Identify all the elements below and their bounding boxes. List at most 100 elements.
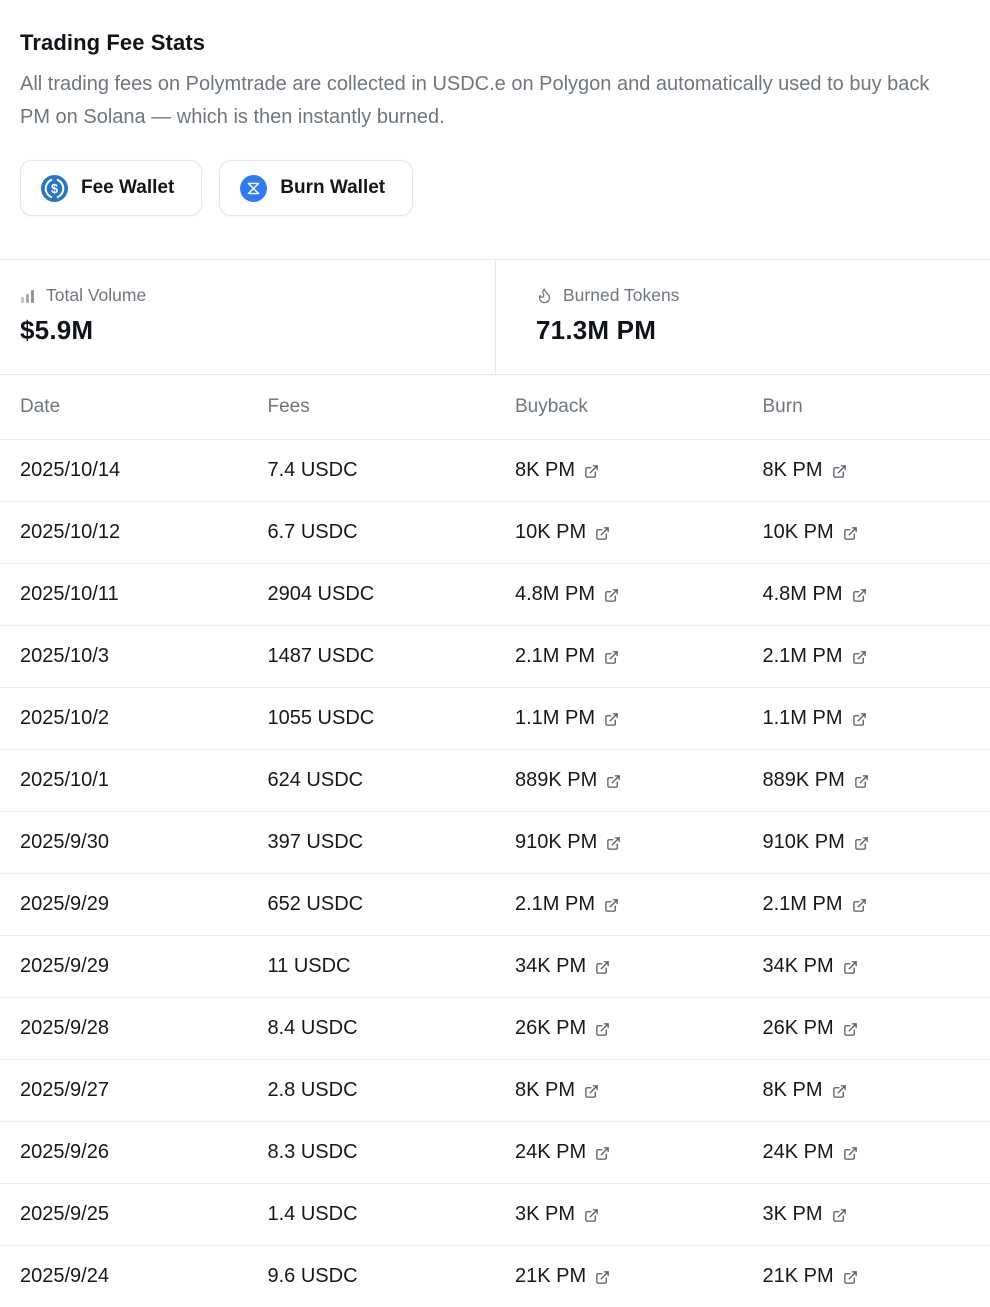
date-cell: 2025/10/14 [0, 440, 248, 502]
buyback-link[interactable]: 8K PM [515, 459, 599, 482]
external-link-icon [832, 1208, 847, 1223]
buyback-amount: 8K PM [515, 1079, 575, 1102]
buyback-link[interactable]: 8K PM [515, 1079, 599, 1102]
external-link-icon [832, 1084, 847, 1099]
burn-link[interactable]: 3K PM [763, 1203, 847, 1226]
page-subtitle: All trading fees on Polymtrade are colle… [20, 68, 955, 134]
date-cell: 2025/9/26 [0, 1122, 248, 1184]
external-link-icon [584, 1208, 599, 1223]
burn-amount: 34K PM [763, 955, 834, 978]
buyback-link[interactable]: 3K PM [515, 1203, 599, 1226]
external-link-icon [852, 588, 867, 603]
burn-link[interactable]: 910K PM [763, 831, 869, 854]
buyback-link[interactable]: 2.1M PM [515, 645, 619, 668]
column-header-date: Date [0, 375, 248, 440]
buyback-cell: 2.1M PM [495, 874, 743, 936]
fees-table-header-row: Date Fees Buyback Burn [0, 375, 990, 440]
burn-link[interactable]: 2.1M PM [763, 645, 867, 668]
buyback-link[interactable]: 10K PM [515, 521, 610, 544]
date-cell: 2025/10/12 [0, 502, 248, 564]
burn-link[interactable]: 8K PM [763, 1079, 847, 1102]
burn-link[interactable]: 34K PM [763, 955, 858, 978]
external-link-icon [854, 836, 869, 851]
burn-amount: 24K PM [763, 1141, 834, 1164]
page-header: Trading Fee Stats All trading fees on Po… [0, 30, 990, 216]
burn-amount: 1.1M PM [763, 707, 843, 730]
buyback-amount: 2.1M PM [515, 893, 595, 916]
external-link-icon [832, 464, 847, 479]
buyback-cell: 34K PM [495, 936, 743, 998]
buyback-cell: 26K PM [495, 998, 743, 1060]
table-row: 2025/9/26 8.3 USDC 24K PM 24K PM [0, 1122, 990, 1184]
burn-link[interactable]: 24K PM [763, 1141, 858, 1164]
column-header-fees: Fees [248, 375, 496, 440]
burn-wallet-button[interactable]: Burn Wallet [219, 160, 413, 216]
burn-link[interactable]: 10K PM [763, 521, 858, 544]
buyback-cell: 8K PM [495, 1060, 743, 1122]
buyback-link[interactable]: 889K PM [515, 769, 621, 792]
fees-cell: 1.4 USDC [248, 1184, 496, 1246]
fees-table-body: 2025/10/14 7.4 USDC 8K PM 8K PM [0, 440, 990, 1307]
buyback-cell: 3K PM [495, 1184, 743, 1246]
buyback-amount: 4.8M PM [515, 583, 595, 606]
table-row: 2025/9/30 397 USDC 910K PM 910K PM [0, 812, 990, 874]
flame-icon [536, 287, 553, 304]
stats-section: Total Volume $5.9M Burned Tokens 71.3M P… [0, 259, 990, 375]
buyback-amount: 910K PM [515, 831, 597, 854]
burn-cell: 910K PM [743, 812, 990, 874]
fees-cell: 6.7 USDC [248, 502, 496, 564]
burn-cell: 2.1M PM [743, 874, 990, 936]
column-header-buyback: Buyback [495, 375, 743, 440]
table-row: 2025/9/27 2.8 USDC 8K PM 8K PM [0, 1060, 990, 1122]
burn-link[interactable]: 889K PM [763, 769, 869, 792]
buyback-cell: 10K PM [495, 502, 743, 564]
burn-link[interactable]: 26K PM [763, 1017, 858, 1040]
burn-cell: 4.8M PM [743, 564, 990, 626]
external-link-icon [595, 526, 610, 541]
burn-cell: 3K PM [743, 1184, 990, 1246]
buyback-link[interactable]: 1.1M PM [515, 707, 619, 730]
total-volume-label: Total Volume [46, 285, 146, 306]
fees-cell: 9.6 USDC [248, 1246, 496, 1307]
fees-cell: 2904 USDC [248, 564, 496, 626]
burn-amount: 2.1M PM [763, 645, 843, 668]
burn-link[interactable]: 21K PM [763, 1265, 858, 1288]
table-row: 2025/10/11 2904 USDC 4.8M PM 4.8M PM [0, 564, 990, 626]
buyback-link[interactable]: 21K PM [515, 1265, 610, 1288]
burn-amount: 3K PM [763, 1203, 823, 1226]
fee-wallet-button[interactable]: $ Fee Wallet [20, 160, 202, 216]
buyback-link[interactable]: 24K PM [515, 1141, 610, 1164]
table-row: 2025/10/3 1487 USDC 2.1M PM 2.1M PM [0, 626, 990, 688]
buyback-link[interactable]: 34K PM [515, 955, 610, 978]
usdc-coin-icon: $ [41, 175, 68, 202]
date-cell: 2025/9/25 [0, 1184, 248, 1246]
burn-link[interactable]: 4.8M PM [763, 583, 867, 606]
date-cell: 2025/9/27 [0, 1060, 248, 1122]
burn-cell: 1.1M PM [743, 688, 990, 750]
burn-amount: 10K PM [763, 521, 834, 544]
buyback-amount: 21K PM [515, 1265, 586, 1288]
burned-tokens-label-row: Burned Tokens [536, 285, 970, 306]
buyback-amount: 2.1M PM [515, 645, 595, 668]
external-link-icon [595, 1022, 610, 1037]
burned-tokens-stat: Burned Tokens 71.3M PM [495, 260, 990, 374]
external-link-icon [604, 588, 619, 603]
fees-table: Date Fees Buyback Burn 2025/10/14 7.4 US… [0, 375, 990, 1307]
fees-cell: 652 USDC [248, 874, 496, 936]
burn-link[interactable]: 1.1M PM [763, 707, 867, 730]
buyback-link[interactable]: 2.1M PM [515, 893, 619, 916]
buyback-link[interactable]: 26K PM [515, 1017, 610, 1040]
buyback-link[interactable]: 4.8M PM [515, 583, 619, 606]
external-link-icon [604, 712, 619, 727]
buyback-amount: 8K PM [515, 459, 575, 482]
date-cell: 2025/9/29 [0, 936, 248, 998]
burn-cell: 2.1M PM [743, 626, 990, 688]
external-link-icon [595, 960, 610, 975]
external-link-icon [606, 774, 621, 789]
external-link-icon [584, 1084, 599, 1099]
buyback-link[interactable]: 910K PM [515, 831, 621, 854]
burn-link[interactable]: 8K PM [763, 459, 847, 482]
external-link-icon [604, 650, 619, 665]
burn-link[interactable]: 2.1M PM [763, 893, 867, 916]
fees-cell: 2.8 USDC [248, 1060, 496, 1122]
